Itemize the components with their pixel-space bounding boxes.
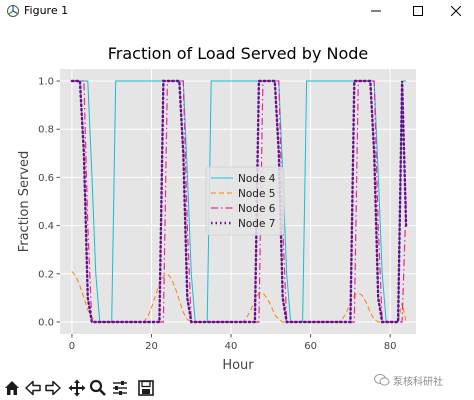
x-tick-label-3: 60 (304, 341, 317, 352)
wechat-icon (374, 374, 390, 386)
configure-subplots-icon (113, 381, 127, 395)
forward-icon (45, 380, 61, 396)
back-button[interactable] (23, 378, 43, 398)
home-button[interactable] (2, 378, 22, 398)
y-tick-label-1: 0.2 (38, 269, 54, 280)
figure-app-icon (7, 5, 19, 17)
chart-title: Fraction of Load Served by Node (108, 44, 369, 63)
forward-button[interactable] (43, 378, 63, 398)
navigation-toolbar (0, 376, 474, 400)
legend-label-4: Node 7 (238, 218, 275, 230)
save-figure-button[interactable] (136, 378, 156, 398)
home-icon (5, 381, 19, 395)
series-line-4 (70, 79, 408, 324)
pan-button[interactable] (67, 378, 87, 398)
y-tick-label-0: 0.0 (38, 317, 54, 328)
watermark: 泵核科研社 (374, 371, 443, 389)
legend-label-1: Node 4 (238, 173, 276, 185)
y-axis-label: Fraction Served (17, 151, 32, 253)
maximize-icon (413, 6, 423, 16)
window-titlebar: Figure 1 (0, 0, 474, 22)
configure-subplots-button[interactable] (110, 378, 130, 398)
window-title: Figure 1 (24, 4, 69, 17)
y-tick-label-5: 1.0 (38, 77, 54, 88)
x-tick-label-1: 20 (145, 341, 158, 352)
back-icon (25, 380, 41, 396)
close-icon (451, 6, 461, 16)
y-tick-label-3: 0.6 (38, 173, 54, 184)
watermark-text: 泵核科研社 (393, 376, 443, 388)
figure-canvas: 0.0 0.2 0.4 0.6 0.8 1.0 0 20 40 60 80 Fraction of L… (0, 22, 474, 376)
x-axis-label: Hour (222, 358, 254, 373)
y-tick-label-2: 0.4 (38, 221, 54, 232)
x-tick-label-4: 80 (384, 341, 397, 352)
legend-label-2: Node 5 (238, 188, 275, 200)
save-icon (138, 380, 154, 396)
minimize-button[interactable] (356, 0, 396, 22)
line-chart: 0.0 0.2 0.4 0.6 0.8 1.0 0 20 40 60 80 Fraction of L… (17, 44, 416, 373)
legend-label-3: Node 6 (238, 203, 276, 215)
zoom-icon (89, 379, 106, 396)
x-tick-label-0: 0 (69, 341, 75, 352)
maximize-button[interactable] (398, 0, 438, 22)
zoom-button[interactable] (88, 378, 108, 398)
legend-box (205, 166, 285, 236)
y-tick-label-4: 0.8 (38, 125, 54, 136)
x-tick-label-2: 40 (225, 341, 238, 352)
pan-icon (68, 379, 86, 397)
close-button[interactable] (436, 0, 474, 22)
minimize-icon (371, 10, 381, 12)
